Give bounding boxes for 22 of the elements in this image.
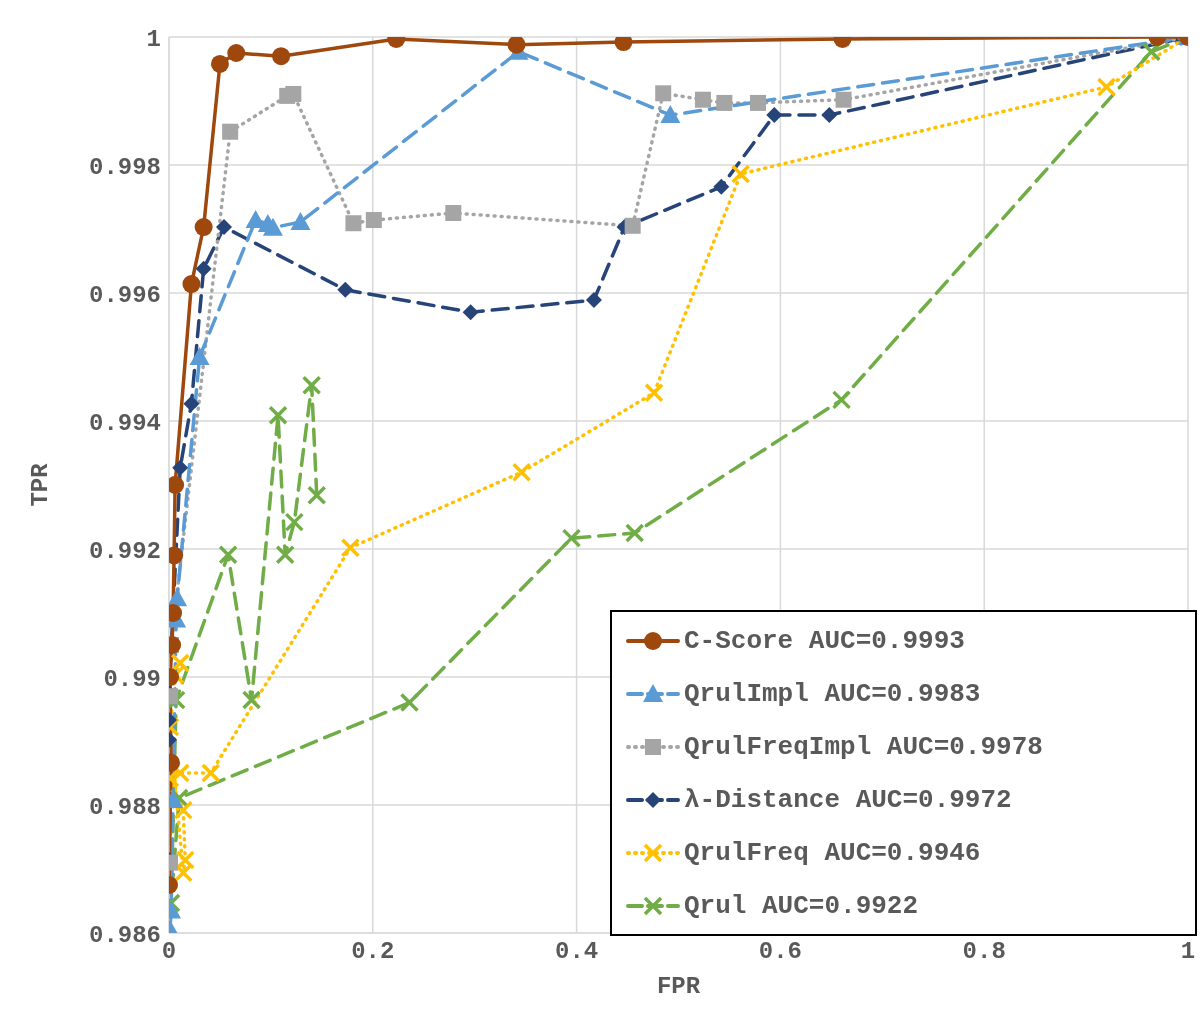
x-tick-label: 0.2 bbox=[351, 938, 395, 966]
legend-label: QrulImpl AUC=0.9983 bbox=[684, 678, 981, 709]
legend-label: λ-Distance AUC=0.9972 bbox=[684, 784, 1012, 815]
legend-label: QrulFreq AUC=0.9946 bbox=[684, 837, 981, 868]
y-axis-title: TPR bbox=[26, 462, 54, 507]
x-tick-label: 0.4 bbox=[554, 938, 599, 966]
x-tick-label: 0 bbox=[161, 938, 177, 966]
y-tick-label: 1 bbox=[146, 25, 161, 53]
y-tick-label: 0.986 bbox=[88, 921, 161, 949]
y-tick-label: 0.992 bbox=[88, 537, 161, 565]
legend-label: C-Score AUC=0.9993 bbox=[684, 625, 965, 656]
y-tick-label: 0.998 bbox=[88, 153, 161, 181]
y-tick-label: 0.988 bbox=[88, 793, 161, 821]
x-tick-label: 0.6 bbox=[758, 938, 803, 966]
legend-label: Qrul AUC=0.9922 bbox=[684, 890, 919, 921]
x-tick-label: 1 bbox=[1180, 938, 1196, 966]
x-axis-title: FPR bbox=[656, 973, 701, 1000]
x-tick-label: 0.8 bbox=[962, 938, 1006, 966]
y-tick-label: 0.996 bbox=[88, 281, 161, 309]
y-tick-label: 0.994 bbox=[88, 409, 161, 437]
y-tick-label: 0.99 bbox=[103, 665, 161, 693]
legend-label: QrulFreqImpl AUC=0.9978 bbox=[684, 731, 1043, 762]
